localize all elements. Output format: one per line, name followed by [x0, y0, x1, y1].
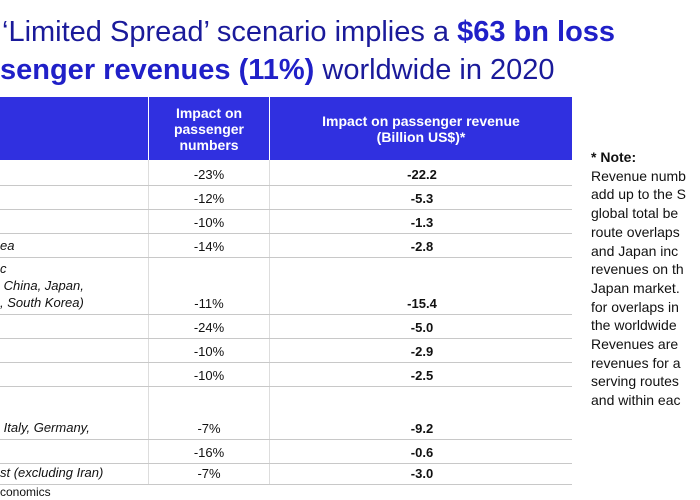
table-row: ea -14% -2.8 [0, 234, 572, 258]
passenger-impact: -16% [193, 445, 225, 460]
note-line: revenues on th [591, 261, 684, 278]
table-row: -10% -2.9 [0, 339, 572, 363]
column-divider [269, 160, 270, 484]
note-line: route overlaps [591, 223, 680, 240]
note-line: add up to the S [591, 186, 686, 203]
note-line: Japan market. [591, 279, 680, 296]
table-row: Italy, Germany, -7% -9.2 [0, 387, 572, 440]
passenger-impact: -10% [193, 368, 225, 383]
header-cell [0, 97, 148, 160]
note-heading: * Note: [591, 149, 637, 165]
passenger-impact: -10% [193, 215, 225, 230]
note-line: and within eac [591, 392, 681, 409]
row-label: st (excluding Iran) [0, 465, 104, 480]
note: * Note: Revenue numb add up to the S global… [591, 148, 686, 410]
revenue-impact: -2.8 [410, 239, 434, 254]
table-row: st (excluding Iran) -7% -3.0 [0, 464, 572, 485]
title-line: ‘Limited Spread’ scenario implies a $63 … [2, 16, 615, 49]
passenger-impact: -7% [197, 421, 221, 436]
revenue-impact: -5.3 [410, 191, 434, 206]
title-text: worldwide in 2020 [314, 54, 555, 86]
note-line: the worldwide [591, 317, 677, 334]
passenger-impact: -23% [193, 167, 225, 182]
revenue-impact: -2.9 [410, 344, 434, 359]
column-divider [148, 160, 149, 484]
revenue-impact: -9.2 [410, 421, 434, 436]
source: conomics [0, 485, 51, 499]
revenue-impact: -3.0 [410, 466, 434, 481]
revenue-impact: -15.4 [407, 296, 437, 311]
title-text: ‘Limited Spread’ scenario implies a [2, 16, 458, 48]
table-row: -16% -0.6 [0, 440, 572, 464]
passenger-impact: -7% [197, 466, 221, 481]
passenger-impact: -11% [194, 296, 224, 311]
passenger-impact: -14% [193, 239, 225, 254]
note-line: global total be [591, 205, 679, 222]
note-line: Revenue numb [591, 167, 686, 184]
table-row: c China, Japan, , South Korea) -11% -15.4 [0, 258, 572, 315]
title-emphasis: senger revenues (11%) [0, 54, 315, 86]
row-label: c China, Japan, , South Korea) [0, 261, 84, 310]
passenger-impact: -24% [193, 320, 225, 335]
header-cell: Impact on passenger numbers [148, 97, 269, 160]
row-label: Italy, Germany, [0, 420, 90, 435]
table-row: -10% -1.3 [0, 210, 572, 234]
revenue-impact: -0.6 [410, 445, 434, 460]
note-line: revenues for a [591, 354, 681, 371]
title-emphasis: $63 bn loss [457, 16, 616, 48]
note-line: for overlaps in [591, 298, 679, 315]
table-row: -24% -5.0 [0, 315, 572, 339]
revenue-impact: -22.2 [407, 167, 437, 182]
passenger-impact: -12% [193, 191, 225, 206]
passenger-impact: -10% [193, 344, 225, 359]
revenue-impact: -2.5 [410, 368, 434, 383]
table-row: -12% -5.3 [0, 186, 572, 210]
table-row: -23% -22.2 [0, 162, 572, 186]
table-row: -10% -2.5 [0, 363, 572, 387]
revenue-impact: -1.3 [410, 215, 434, 230]
note-line: and Japan inc [591, 242, 679, 259]
title-line: senger revenues (11%) worldwide in 2020 [0, 54, 555, 87]
revenue-impact: -5.0 [410, 320, 434, 335]
note-line: Revenues are [591, 336, 679, 353]
row-label: ea [0, 238, 15, 253]
header-cell: Impact on passenger revenue (Billion US$… [269, 97, 572, 160]
note-line: serving routes [591, 373, 679, 390]
